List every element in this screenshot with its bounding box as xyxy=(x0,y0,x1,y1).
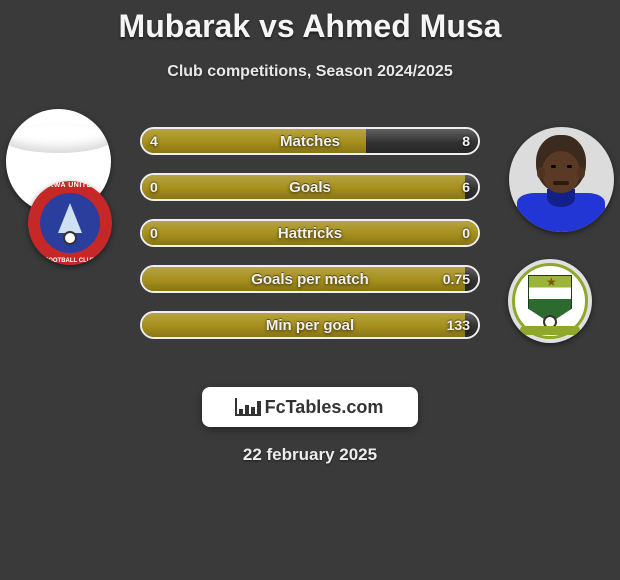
stat-bars: Matches48Goals06Hattricks00Goals per mat… xyxy=(140,127,480,357)
stat-left-value: 0 xyxy=(140,219,168,247)
watermark[interactable]: FcTables.com xyxy=(202,387,418,427)
chart-icon xyxy=(237,399,259,415)
comparison-stage: AKWA UNITED FOOTBALL CLUB ★ Matches4 8 Goa… xyxy=(0,109,620,369)
player-right-photo xyxy=(509,127,614,232)
stat-label: Matches xyxy=(140,127,480,155)
stat-right-value: 0 xyxy=(452,219,480,247)
stat-right-value: 8 xyxy=(452,127,480,155)
stat-right-value: 133 xyxy=(437,311,480,339)
stat-row: Hattricks0 0 xyxy=(140,219,480,247)
badge-left-text-top: AKWA UNITED xyxy=(28,182,112,189)
stat-row: Matches4 8 xyxy=(140,127,480,155)
stat-right-value: 6 xyxy=(452,173,480,201)
stat-label: Goals xyxy=(140,173,480,201)
silhouette-placeholder xyxy=(6,123,111,153)
stat-left-value: 0 xyxy=(140,173,168,201)
badge-left-text-bottom: FOOTBALL CLUB xyxy=(28,258,112,264)
watermark-text: FcTables.com xyxy=(265,397,384,418)
stat-left-value xyxy=(140,311,160,339)
stat-row: Goals0 6 xyxy=(140,173,480,201)
stat-label: Min per goal xyxy=(140,311,480,339)
stat-row: Min per goal133 xyxy=(140,311,480,339)
stat-right-value: 0.75 xyxy=(433,265,480,293)
stat-row: Goals per match0.75 xyxy=(140,265,480,293)
stat-left-value xyxy=(140,265,160,293)
star-icon: ★ xyxy=(546,275,557,289)
page-title: Mubarak vs Ahmed Musa xyxy=(0,0,620,45)
stat-label: Goals per match xyxy=(140,265,480,293)
subtitle: Club competitions, Season 2024/2025 xyxy=(0,63,620,81)
club-badge-right: ★ xyxy=(508,259,592,343)
date-text: 22 february 2025 xyxy=(0,445,620,465)
stat-left-value: 4 xyxy=(140,127,168,155)
stat-label: Hattricks xyxy=(140,219,480,247)
club-badge-left: AKWA UNITED FOOTBALL CLUB xyxy=(28,181,112,265)
